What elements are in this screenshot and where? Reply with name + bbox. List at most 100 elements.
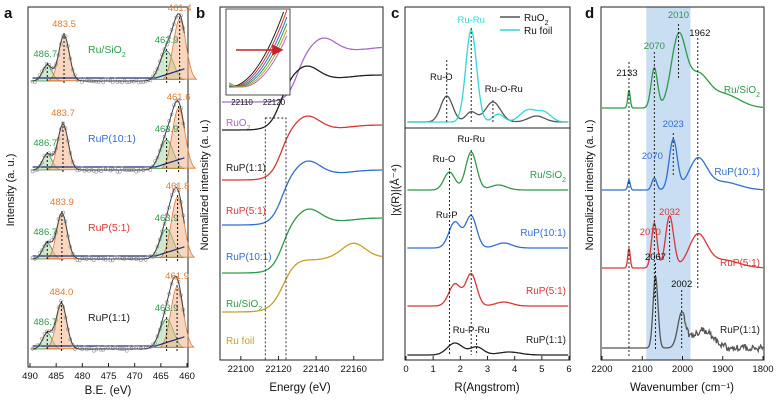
panel-a-peak-label: 486.7 (33, 317, 57, 328)
panel-b-inset-curve (229, 9, 288, 88)
panel-a-data-point (42, 244, 47, 248)
panel-d-spectrum (602, 138, 763, 191)
panel-b-series-label: RuP(5:1) (226, 206, 266, 217)
panel-a-data-point (155, 244, 160, 249)
panel-a-data-point (70, 342, 75, 347)
panel-c-xlabel: R(Angstrom) (454, 382, 519, 394)
panel-a-data-point (162, 47, 167, 51)
panel-label-b: b (196, 5, 205, 22)
panel-c-curve (407, 342, 569, 356)
panel-b-x-tick-label: 22100 (228, 364, 254, 375)
panel-a: 490 485 480 475 470 465 460 486.7 483.5 463.9 461.… (5, 3, 198, 397)
panel-a-peak-label: 461.4 (168, 3, 192, 14)
panel-a-data-point (85, 78, 89, 83)
panel-a-x-tick-label: 475 (101, 371, 117, 382)
panel-a-series-label: RuP(1:1) (88, 312, 130, 324)
panel-c-series-label: RuP(10:1) (520, 228, 566, 239)
panel-b-series-label: Ru/SiO2 (226, 299, 262, 313)
panel-b-xlabel: Energy (eV) (269, 382, 331, 394)
panel-d-series-label: RuP(5:1) (720, 258, 760, 269)
panel-d-annotation: 2010 (668, 10, 689, 21)
panel-a-peak-label: 483.7 (51, 108, 75, 119)
panel-b-spectrum (222, 65, 382, 131)
panel-a-data-point (150, 164, 155, 169)
panel-a-series-label: Ru/SiO2 (88, 44, 126, 59)
panel-d-annotation: 2067 (645, 252, 666, 263)
panel-a-data-point (30, 79, 35, 84)
panel-d-x-tick-label: 1900 (712, 364, 733, 375)
panel-b-spectrum (222, 242, 383, 313)
panel-a-data-point (125, 348, 129, 353)
panel-c-legend-label: Ru foil (524, 26, 552, 37)
panel-a-ylabel: Intensity (a. u.) (5, 154, 17, 227)
panel-a-data-point (155, 67, 160, 71)
panel-a-data-point (37, 164, 42, 168)
panel-a-peak-label: 463.9 (155, 124, 179, 135)
panel-d-x-tick-label: 2000 (672, 364, 693, 375)
panel-label-a: a (4, 5, 13, 22)
panel-c-annotation: Ru-Ru (457, 15, 484, 26)
panel-c-legend-label: RuO2 (524, 13, 549, 27)
panel-c-frame (404, 6, 571, 361)
panel-d-spectrum (602, 214, 763, 269)
panel-a-data-point (174, 275, 179, 280)
panel-a-peak-label: 461.8 (166, 181, 190, 192)
panel-b-series-label: RuP(1:1) (226, 163, 266, 174)
panel-d-annotation: 2070 (640, 227, 661, 238)
panel-a-data-point (40, 248, 44, 252)
panel-c-annotation: Ru-O-Ru (485, 84, 523, 95)
panel-c-annotation: Ru-P (436, 210, 458, 221)
panel-a-data-point (94, 256, 98, 260)
panel-c-x-tick-label: 2 (458, 364, 463, 375)
panel-a-data-point (37, 343, 42, 347)
panel-a-data-point (35, 255, 40, 259)
panel-a-x-tick-label: 480 (74, 371, 90, 382)
panel-b-series-label: RuO2 (226, 118, 251, 132)
panel-d-series-label: RuP(1:1) (720, 325, 760, 336)
panel-a-data-point (127, 256, 131, 261)
panel-a-peak-label: 461.9 (165, 271, 189, 282)
panel-c-curve (407, 29, 569, 123)
panel-a-data-point (134, 78, 138, 82)
panel-d-x-tick-label: 2200 (591, 364, 612, 375)
panel-b-inset-frame (225, 8, 291, 96)
panel-c-series-label: RuP(5:1) (526, 286, 566, 297)
panel-a-peak-label: 484.0 (50, 287, 74, 298)
panel-d-annotation: 2002 (671, 279, 692, 290)
panel-b-ylabel: Normalized intensity (a. u.) (199, 120, 211, 251)
panel-label-c: c (391, 5, 399, 22)
panel-b-spectrum (222, 160, 382, 226)
panel-a-data-point (89, 346, 94, 351)
panel-c-series-label: Ru/SiO2 (530, 170, 566, 184)
panel-b-spectrum (222, 208, 383, 274)
panel-a-peak-label: 486.7 (33, 227, 57, 238)
panel-a-peak-label: 483.5 (52, 19, 76, 30)
panel-c-x-tick-label: 3 (485, 364, 490, 375)
panel-c-curve (407, 272, 569, 307)
panel-a-fit-envelope (32, 275, 185, 350)
panel-d-ylabel: Normalized intensity (a. u.) (584, 120, 596, 251)
panel-a-data-point (120, 256, 124, 261)
panel-a-fit-envelope (32, 186, 185, 260)
panel-a-fit-envelope (32, 13, 185, 82)
panel-c-x-tick-label: 1 (431, 364, 436, 375)
panel-a-data-point (101, 347, 106, 352)
panel-a-peak-label: 461.6 (167, 92, 191, 103)
panel-b-spectrum (222, 37, 382, 103)
panel-a-content: 490 485 480 475 470 465 460 486.7 483.5 463.9 461.… (22, 3, 198, 382)
panel-b: 22100 22120 22140 22160 RuO2 RuP(1:1) RuP(5:1)… (199, 6, 384, 394)
panel-a-series-label: RuP(5:1) (88, 222, 130, 234)
panel-a-data-point (103, 257, 108, 262)
panel-c-annotation: Ru-P-Ru (453, 325, 490, 336)
panel-c-curve (407, 151, 569, 191)
panel-a-data-point (51, 65, 56, 70)
panel-d-series-label: Ru/SiO2 (724, 85, 760, 99)
panel-a-data-point (80, 256, 84, 261)
panel-c-ylabel: |χ(R)|(Å⁻⁴) (389, 164, 402, 216)
panel-b-x-tick-label: 22120 (265, 364, 291, 375)
panel-d-content: 2200 2100 2000 1900 1800 Ru/SiO2 RuP(10:1) RuP(… (591, 10, 773, 375)
panel-a-data-point (155, 155, 160, 160)
panel-b-inset-tick-label: 22120 (263, 98, 286, 107)
